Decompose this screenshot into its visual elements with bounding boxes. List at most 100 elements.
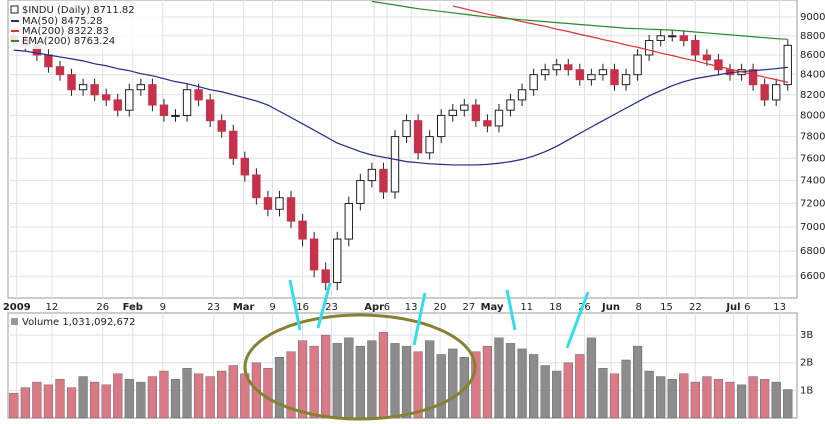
legend-box	[9, 1, 161, 49]
x-tick-label: 6	[384, 302, 390, 313]
y-tick-label: 6600	[800, 271, 825, 282]
y-tick-label: 7400	[800, 176, 825, 187]
x-tick-label: 9	[269, 302, 275, 313]
candle-body	[101, 94, 111, 101]
annotation-line	[412, 292, 427, 346]
candle-body	[587, 74, 596, 81]
candle-body	[610, 69, 619, 86]
candle-body	[552, 64, 561, 71]
volume-icon	[11, 318, 18, 325]
x-tick-label: 13	[405, 302, 418, 313]
volume-bar	[540, 365, 550, 419]
y-tick-label: 8000	[800, 110, 825, 121]
candle-body	[633, 54, 642, 76]
x-tick-label: 2009	[3, 302, 31, 313]
x-tick-label: May	[481, 302, 504, 313]
volume-bar	[274, 357, 285, 419]
candle-body	[702, 54, 712, 61]
volume-bar	[55, 379, 65, 419]
candle-body	[356, 180, 365, 204]
candle-body	[402, 120, 411, 138]
x-tick-label: 26	[578, 302, 591, 313]
candle-body	[298, 220, 307, 240]
x-tick-label: Apr	[364, 302, 384, 313]
candle-body	[229, 130, 238, 159]
volume-bar	[494, 337, 504, 419]
volume-bar	[263, 368, 273, 419]
volume-bar	[413, 351, 423, 419]
x-tick-label: 8	[636, 302, 642, 313]
candle-body	[714, 59, 723, 71]
candle-body	[783, 44, 792, 86]
legend-label: MA(50) 8475.28	[22, 16, 103, 27]
x-tick-label: 9	[160, 302, 166, 313]
annotations	[243, 279, 590, 421]
annotation-line	[565, 291, 590, 349]
x-tick-label: 12	[46, 302, 59, 313]
volume-bar	[401, 345, 412, 419]
candle-body	[390, 136, 400, 193]
volume-title: Volume 1,031,092,672	[22, 317, 136, 328]
volume-bar	[656, 376, 666, 419]
x-tick-label: Jul	[725, 302, 740, 313]
candle-body	[575, 69, 585, 81]
y-tick-label: 2B	[800, 358, 813, 369]
volume-bar	[667, 379, 677, 419]
candle-body	[494, 109, 504, 127]
volume-bar	[170, 379, 181, 419]
volume-bar	[505, 343, 516, 419]
candle-body	[159, 104, 169, 116]
candle-body	[125, 89, 134, 111]
volume-bar	[679, 373, 689, 419]
volume-bar	[136, 381, 146, 419]
volume-bar	[760, 379, 770, 419]
volume-bar	[182, 368, 192, 419]
candle-body	[344, 202, 353, 240]
volume-bar	[378, 332, 389, 419]
y-tick-label: 1B	[800, 385, 813, 396]
y-tick-label: 6800	[800, 246, 825, 257]
x-tick-label: 23	[207, 302, 220, 313]
candle-body	[321, 269, 330, 284]
y-tick-label: 8200	[800, 90, 825, 101]
candle-body	[691, 40, 700, 56]
candle-body	[286, 197, 296, 222]
price-panel	[7, 0, 798, 299]
candle-body	[205, 99, 215, 122]
volume-bar	[286, 351, 296, 419]
volume-bar	[529, 354, 539, 419]
volume-bar	[355, 345, 365, 419]
x-tick-label: Jun	[601, 302, 620, 313]
x-tick-label: 16	[296, 302, 309, 313]
volume-bar	[124, 379, 134, 419]
candle-body	[540, 69, 550, 76]
x-tick-label: 18	[549, 302, 562, 313]
candle-body	[437, 114, 446, 138]
volume-bar	[725, 381, 735, 419]
volume-bar	[783, 389, 793, 419]
candle-body	[55, 66, 65, 76]
ma-line	[13, 49, 788, 166]
volume-bar	[147, 376, 157, 419]
candle-body	[44, 54, 53, 68]
y-tick-label: 7200	[800, 198, 825, 209]
candle-body	[506, 99, 515, 111]
candle-body	[460, 104, 469, 111]
annotation-line	[316, 282, 332, 329]
candle-body	[194, 89, 203, 101]
volume-bar	[101, 384, 111, 419]
volume-bar	[159, 370, 169, 419]
candle-body	[448, 109, 457, 116]
y-tick-label: 7000	[800, 222, 825, 233]
legend-label: EMA(200) 8763.24	[22, 36, 115, 47]
candle-body	[275, 197, 284, 210]
candle-body	[217, 120, 226, 132]
volume-bar	[482, 345, 492, 419]
candle-body	[182, 89, 192, 116]
volume-bar	[90, 381, 100, 419]
legend-icon	[10, 5, 19, 14]
x-tick-label: 26	[96, 302, 109, 313]
volume-bar	[217, 370, 227, 419]
y-tick-label: 7800	[800, 132, 825, 143]
